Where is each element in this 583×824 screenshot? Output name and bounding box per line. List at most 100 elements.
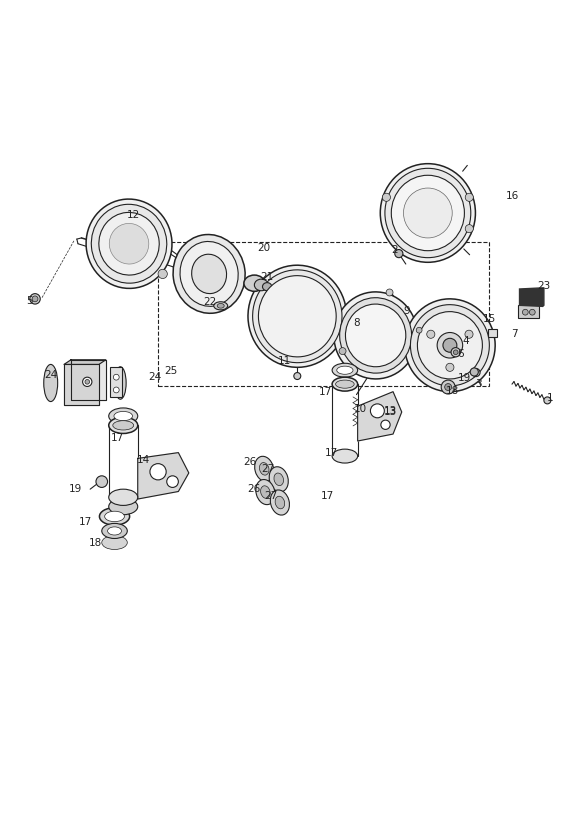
Ellipse shape [254,279,268,291]
Text: 24: 24 [45,371,58,381]
Text: 22: 22 [203,297,217,307]
Ellipse shape [109,408,138,424]
Text: 21: 21 [261,272,274,282]
Ellipse shape [99,213,159,275]
Text: 16: 16 [505,191,519,201]
Circle shape [465,225,473,232]
Ellipse shape [437,333,463,358]
Bar [110,368,122,397]
Circle shape [451,348,461,357]
Ellipse shape [336,380,354,388]
Ellipse shape [332,363,357,377]
Circle shape [446,363,454,372]
Text: 7: 7 [511,330,518,339]
Circle shape [465,330,473,339]
Ellipse shape [180,241,238,307]
Ellipse shape [334,292,417,379]
Text: 5: 5 [26,296,33,306]
Circle shape [167,475,178,488]
Bar [488,329,497,336]
Ellipse shape [100,508,129,525]
Ellipse shape [252,269,342,363]
Circle shape [96,475,108,488]
Text: 17: 17 [324,447,338,457]
Text: 1: 1 [546,393,553,403]
Bar [518,305,539,318]
Ellipse shape [258,276,336,357]
Text: 13: 13 [384,406,397,416]
Ellipse shape [391,176,465,250]
Ellipse shape [255,456,274,481]
Ellipse shape [380,164,475,262]
Ellipse shape [340,297,412,373]
Text: 9: 9 [403,306,410,316]
Polygon shape [64,364,99,405]
Ellipse shape [217,303,224,308]
Ellipse shape [403,188,452,238]
Ellipse shape [385,168,471,258]
Text: 26: 26 [243,457,257,467]
Text: 11: 11 [278,356,291,366]
Text: 18: 18 [89,538,102,548]
Circle shape [544,397,551,404]
Circle shape [445,383,452,391]
Ellipse shape [248,265,347,368]
Text: 20: 20 [257,243,270,253]
Ellipse shape [109,223,149,264]
Text: 19: 19 [458,373,471,383]
Ellipse shape [271,490,289,515]
Ellipse shape [244,275,265,292]
Ellipse shape [214,302,228,310]
Circle shape [113,374,119,380]
Ellipse shape [92,204,167,283]
Ellipse shape [44,364,58,401]
Text: 17: 17 [321,490,334,500]
Circle shape [30,293,40,304]
Circle shape [382,194,391,201]
Circle shape [386,289,393,296]
Circle shape [294,372,301,380]
Text: 8: 8 [353,318,360,328]
Circle shape [150,464,166,480]
Circle shape [470,368,478,376]
Text: 27: 27 [265,490,278,500]
Ellipse shape [410,305,489,386]
Text: 17: 17 [79,517,92,527]
Text: 23: 23 [538,280,550,291]
Ellipse shape [259,462,269,475]
Circle shape [113,387,119,393]
Polygon shape [357,391,402,441]
Polygon shape [138,452,189,499]
Text: 17: 17 [318,387,332,397]
Ellipse shape [114,367,126,400]
Text: 19: 19 [69,484,82,494]
Text: 3: 3 [475,379,482,389]
Circle shape [529,309,535,315]
Polygon shape [519,288,544,307]
Text: 6: 6 [458,349,464,359]
Text: 24: 24 [149,372,161,382]
Ellipse shape [417,311,482,379]
Ellipse shape [269,466,288,492]
Circle shape [522,309,528,315]
Ellipse shape [275,496,285,508]
Circle shape [85,380,90,384]
Circle shape [427,330,435,339]
Ellipse shape [261,486,270,499]
Ellipse shape [114,411,132,421]
Ellipse shape [109,417,138,433]
Ellipse shape [102,523,127,539]
Polygon shape [64,360,106,364]
Ellipse shape [109,499,138,515]
Circle shape [465,194,473,201]
Circle shape [381,420,390,429]
Text: 27: 27 [262,464,275,474]
Ellipse shape [108,527,121,535]
Ellipse shape [405,299,495,391]
Circle shape [454,350,458,354]
Ellipse shape [102,536,127,550]
Ellipse shape [274,473,283,485]
Ellipse shape [337,366,353,374]
Circle shape [339,348,346,354]
Text: 26: 26 [247,484,261,494]
